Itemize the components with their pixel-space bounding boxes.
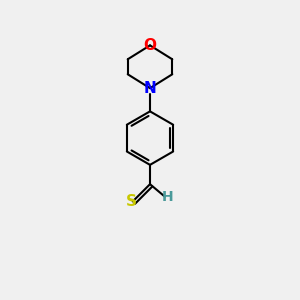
Text: O: O (143, 38, 157, 53)
Text: S: S (126, 194, 137, 209)
Text: H: H (162, 190, 174, 204)
Text: N: N (144, 81, 156, 96)
